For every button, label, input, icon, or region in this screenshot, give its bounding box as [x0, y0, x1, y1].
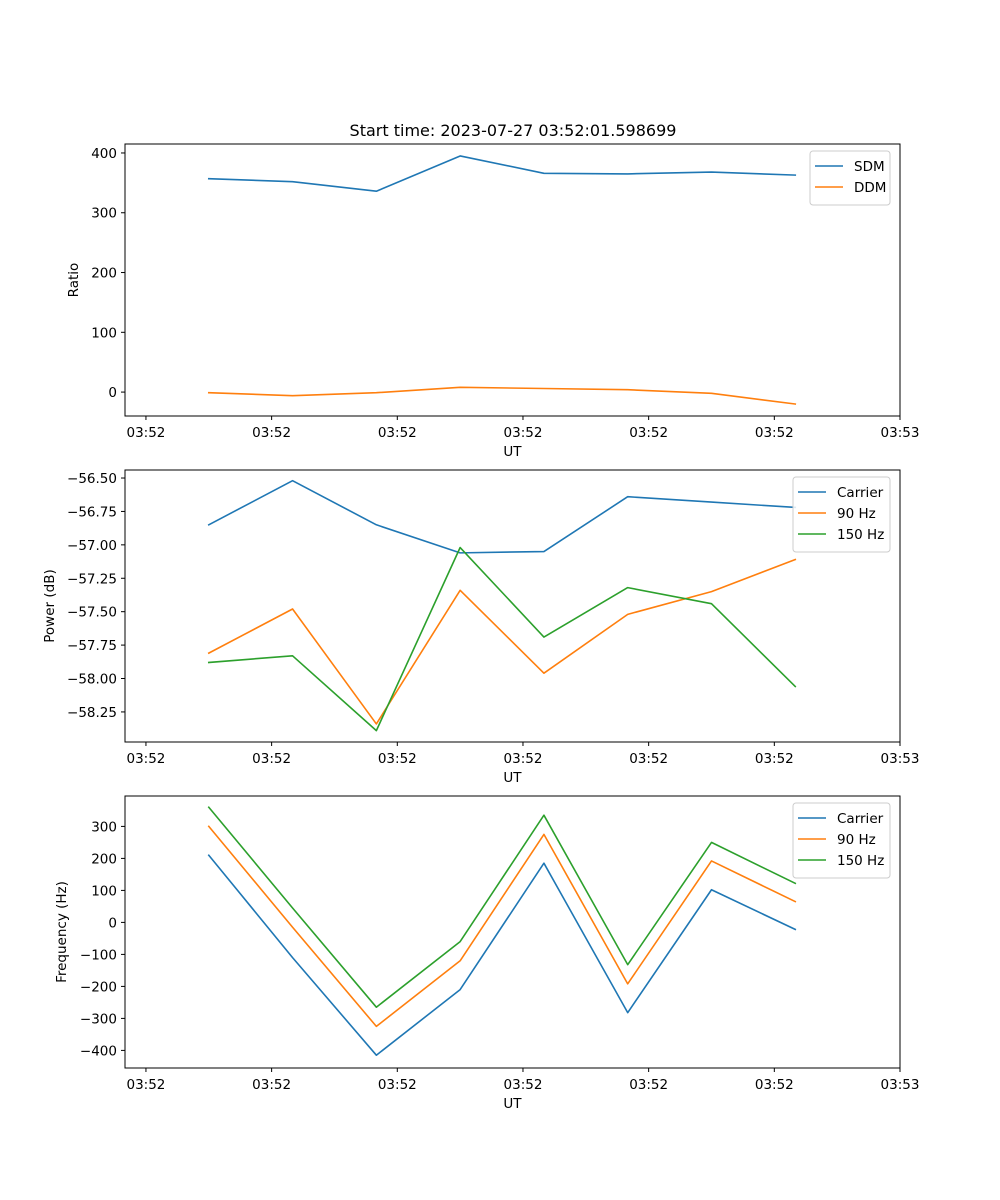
ratio-x-tick-label: 03:53 [881, 425, 920, 441]
ratio-x-tick-label: 03:52 [755, 425, 794, 441]
frequency-series-line-90-hz [207, 825, 797, 1028]
power-x-tick-label: 03:52 [252, 751, 291, 767]
frequency-y-tick-label: −400 [80, 1043, 117, 1059]
ratio-x-tick-label: 03:52 [126, 425, 165, 441]
power-y-tick-label: −57.75 [67, 638, 117, 654]
frequency-y-axis-label: Frequency (Hz) [54, 881, 70, 983]
ratio-y-tick-label: 0 [108, 385, 117, 401]
ratio-y-tick-label: 200 [91, 266, 117, 282]
frequency-legend: Carrier 90 Hz 150 Hz [792, 802, 891, 879]
power-x-tick-label: 03:52 [755, 751, 794, 767]
frequency-series-line-150-hz [207, 806, 797, 1009]
power-y-tick-label: −57.00 [67, 538, 117, 554]
frequency-legend-label-150-hz: 150 Hz [837, 853, 884, 869]
ratio-y-tick-label: 300 [91, 206, 117, 222]
power-y-tick-label: −58.00 [67, 672, 117, 688]
frequency-x-tick-label: 03:52 [252, 1077, 291, 1093]
power-y-tick-label: −56.75 [67, 504, 117, 520]
frequency-y-tick-label: 100 [91, 883, 117, 899]
ratio-legend-label-sdm: SDM [854, 159, 885, 175]
ratio-grid-and-ticks: 03:52 03:52 03:52 03:52 03:52 03:52 03:53 0 100 2… [91, 146, 919, 441]
power-series-layer [207, 479, 797, 732]
frequency-y-tick-label: 0 [108, 915, 117, 931]
power-x-tick-label: 03:53 [881, 751, 920, 767]
frequency-series-layer [207, 806, 797, 1056]
power-x-tick-label: 03:52 [629, 751, 668, 767]
frequency-x-tick-label: 03:52 [378, 1077, 417, 1093]
frequency-x-tick-label: 03:52 [629, 1077, 668, 1093]
power-y-tick-label: −57.50 [67, 605, 117, 621]
frequency-series-line-carrier [207, 854, 797, 1056]
ratio-plot-frame [124, 143, 901, 417]
frequency-legend-label-carrier: Carrier [837, 811, 884, 827]
power-legend-label-90-hz: 90 Hz [837, 506, 876, 522]
frequency-legend-label-90-hz: 90 Hz [837, 832, 876, 848]
power-panel: 03:52 03:52 03:52 03:52 03:52 03:52 03:53 −56.5… [42, 469, 919, 786]
frequency-x-axis-label: UT [503, 1096, 522, 1112]
ratio-x-tick-label: 03:52 [252, 425, 291, 441]
ratio-panel: 03:52 03:52 03:52 03:52 03:52 03:52 03:53 0 100 2… [66, 143, 919, 460]
figure-title: Start time: 2023-07-27 03:52:01.598699 [350, 121, 677, 140]
power-y-tick-label: −58.25 [67, 705, 117, 721]
frequency-x-tick-label: 03:52 [755, 1077, 794, 1093]
ratio-y-tick-label: 100 [91, 325, 117, 341]
power-legend-label-150-hz: 150 Hz [837, 527, 884, 543]
frequency-x-tick-label: 03:52 [504, 1077, 543, 1093]
power-y-tick-label: −56.50 [67, 471, 117, 487]
power-y-axis-label: Power (dB) [42, 569, 58, 642]
power-grid-and-ticks: 03:52 03:52 03:52 03:52 03:52 03:52 03:53 −56.5… [67, 471, 919, 767]
power-series-line-carrier [207, 479, 797, 554]
frequency-panel: 03:52 03:52 03:52 03:52 03:52 03:52 03:53 300 20… [54, 795, 920, 1112]
frequency-y-tick-label: −200 [80, 979, 117, 995]
ratio-series-layer [207, 155, 797, 405]
power-series-line-150-hz [207, 546, 797, 732]
power-y-tick-label: −57.25 [67, 571, 117, 587]
power-x-axis-label: UT [503, 770, 522, 786]
ratio-legend: SDM DDM [809, 150, 891, 206]
frequency-x-tick-label: 03:53 [881, 1077, 920, 1093]
frequency-y-tick-label: −100 [80, 947, 117, 963]
frequency-y-tick-label: 200 [91, 851, 117, 867]
power-x-tick-label: 03:52 [378, 751, 417, 767]
frequency-plot-frame [124, 795, 901, 1069]
power-series-line-90-hz [207, 558, 797, 725]
power-legend-label-carrier: Carrier [837, 485, 884, 501]
power-x-tick-label: 03:52 [126, 751, 165, 767]
ratio-y-axis-label: Ratio [66, 263, 82, 298]
frequency-x-tick-label: 03:52 [126, 1077, 165, 1093]
frequency-y-tick-label: −300 [80, 1011, 117, 1027]
frequency-grid-and-ticks: 03:52 03:52 03:52 03:52 03:52 03:52 03:53 300 20… [80, 819, 920, 1093]
ratio-series-line-sdm [207, 155, 797, 193]
ratio-x-tick-label: 03:52 [378, 425, 417, 441]
ratio-legend-box [809, 150, 891, 206]
ratio-series-line-ddm [207, 386, 797, 405]
ratio-x-tick-label: 03:52 [629, 425, 668, 441]
power-legend: Carrier 90 Hz 150 Hz [792, 476, 891, 553]
power-x-tick-label: 03:52 [504, 751, 543, 767]
ratio-x-axis-label: UT [503, 444, 522, 460]
ratio-legend-label-ddm: DDM [854, 180, 886, 196]
ratio-y-tick-label: 400 [91, 146, 117, 162]
ratio-x-tick-label: 03:52 [504, 425, 543, 441]
frequency-y-tick-label: 300 [91, 819, 117, 835]
power-plot-frame [124, 469, 901, 743]
